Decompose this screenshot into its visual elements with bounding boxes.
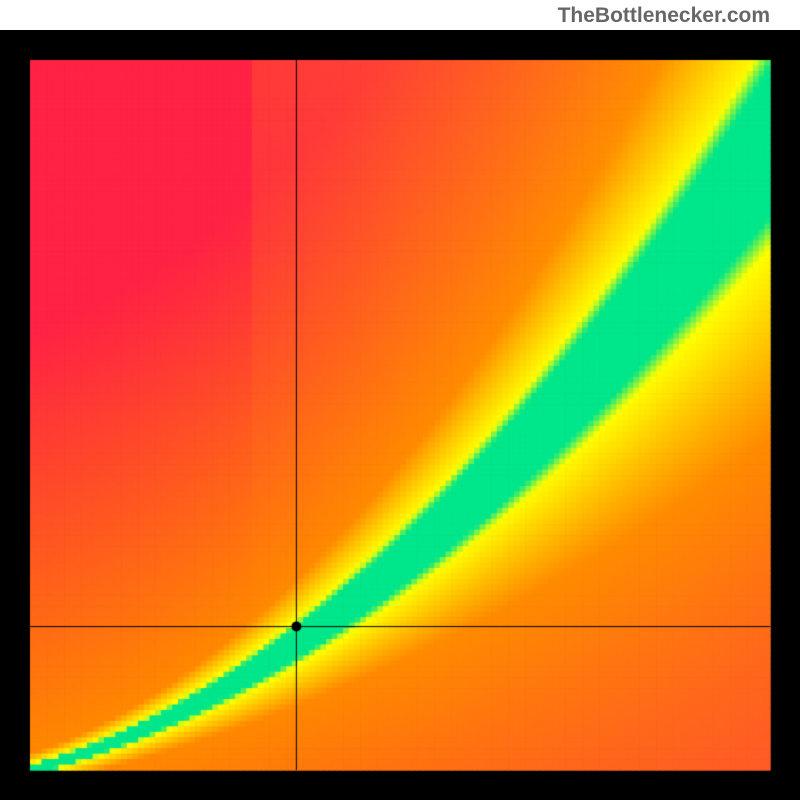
attribution-text: TheBottlenecker.com [558,4,770,28]
chart-container: TheBottlenecker.com [0,0,800,800]
bottleneck-heatmap [0,30,800,800]
heatmap-canvas [0,30,800,800]
